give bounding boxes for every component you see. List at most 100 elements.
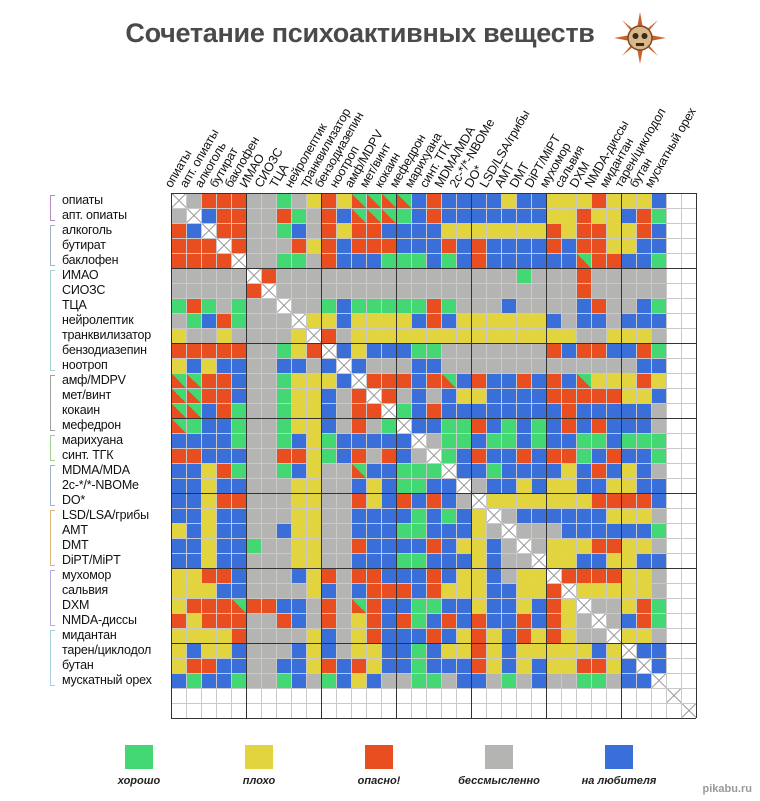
matrix-cell xyxy=(261,403,276,418)
matrix-cell xyxy=(441,373,456,388)
matrix-cell xyxy=(426,478,441,493)
matrix-cell xyxy=(366,193,381,208)
matrix-cell xyxy=(381,658,396,673)
matrix-cell xyxy=(396,238,411,253)
matrix-cell xyxy=(516,628,531,643)
row-label: ноотроп xyxy=(62,358,108,372)
matrix-cell xyxy=(576,343,591,358)
matrix-cell xyxy=(366,658,381,673)
matrix-cell xyxy=(381,358,396,373)
matrix-cell xyxy=(471,253,486,268)
matrix-cell xyxy=(606,373,621,388)
diagonal-cell xyxy=(471,493,486,508)
matrix-cell xyxy=(351,553,366,568)
legend-swatch xyxy=(605,745,633,769)
matrix-cell xyxy=(591,448,606,463)
legend-swatch xyxy=(365,745,393,769)
matrix-cell xyxy=(531,568,546,583)
matrix-cell xyxy=(546,208,561,223)
matrix-cell xyxy=(276,283,291,298)
matrix-cell xyxy=(396,298,411,313)
matrix-cell xyxy=(366,373,381,388)
matrix-cell xyxy=(561,478,576,493)
matrix-cell xyxy=(561,253,576,268)
matrix-cell xyxy=(531,673,546,688)
matrix-cell xyxy=(321,268,336,283)
matrix-cell xyxy=(201,583,216,598)
matrix-cell xyxy=(636,493,651,508)
matrix-cell xyxy=(201,643,216,658)
matrix-cell xyxy=(456,373,471,388)
matrix-cell xyxy=(621,538,636,553)
matrix-cell xyxy=(606,448,621,463)
matrix-cell xyxy=(681,358,696,373)
matrix-cell xyxy=(216,553,231,568)
matrix-cell xyxy=(411,388,426,403)
matrix-cell xyxy=(366,328,381,343)
row-label: бензодиазепин xyxy=(62,343,147,357)
matrix-cell xyxy=(666,208,681,223)
matrix-cell xyxy=(261,373,276,388)
matrix-cell xyxy=(246,283,261,298)
matrix-cell xyxy=(321,223,336,238)
matrix-cell xyxy=(351,253,366,268)
matrix-cell xyxy=(261,328,276,343)
matrix-cell xyxy=(186,193,201,208)
matrix-cell xyxy=(351,433,366,448)
matrix-cell xyxy=(681,493,696,508)
matrix-cell xyxy=(651,238,666,253)
matrix-cell xyxy=(681,238,696,253)
matrix-cell xyxy=(201,673,216,688)
matrix-cell xyxy=(666,613,681,628)
matrix-cell xyxy=(171,343,186,358)
matrix-cell xyxy=(606,433,621,448)
matrix-cell xyxy=(306,688,321,703)
matrix-cell xyxy=(186,328,201,343)
matrix-cell xyxy=(261,688,276,703)
matrix-cell xyxy=(516,268,531,283)
matrix-cell xyxy=(681,583,696,598)
legend-item: на любителя xyxy=(564,745,674,787)
matrix-cell xyxy=(246,673,261,688)
matrix-cell xyxy=(606,478,621,493)
matrix-cell xyxy=(291,493,306,508)
matrix-cell xyxy=(441,493,456,508)
matrix-cell xyxy=(621,313,636,328)
matrix-cell xyxy=(621,673,636,688)
matrix-cell xyxy=(516,613,531,628)
matrix-cell xyxy=(471,613,486,628)
matrix-cell xyxy=(396,553,411,568)
matrix-cell xyxy=(246,598,261,613)
matrix-cell xyxy=(651,508,666,523)
matrix-cell xyxy=(336,463,351,478)
matrix-cell xyxy=(561,328,576,343)
matrix-cell xyxy=(396,643,411,658)
matrix-cell xyxy=(351,523,366,538)
matrix-cell xyxy=(576,658,591,673)
matrix-cell xyxy=(216,223,231,238)
legend-label: плохо xyxy=(242,775,276,787)
matrix-cell xyxy=(216,433,231,448)
matrix-cell xyxy=(666,193,681,208)
matrix-cell xyxy=(306,343,321,358)
matrix-cell xyxy=(621,583,636,598)
matrix-cell xyxy=(651,628,666,643)
matrix-cell xyxy=(321,253,336,268)
matrix-cell xyxy=(216,208,231,223)
matrix-cell xyxy=(636,268,651,283)
matrix-cell xyxy=(531,373,546,388)
matrix-cell xyxy=(366,253,381,268)
matrix-cell xyxy=(501,403,516,418)
matrix-cell xyxy=(591,388,606,403)
matrix-cell xyxy=(471,583,486,598)
matrix-cell xyxy=(366,418,381,433)
matrix-cell xyxy=(441,673,456,688)
matrix-cell xyxy=(651,433,666,448)
matrix-cell xyxy=(261,658,276,673)
matrix-cell xyxy=(276,388,291,403)
matrix-cell xyxy=(531,688,546,703)
matrix-cell xyxy=(186,628,201,643)
matrix-cell xyxy=(186,448,201,463)
matrix-cell xyxy=(381,223,396,238)
matrix-cell xyxy=(306,703,321,718)
